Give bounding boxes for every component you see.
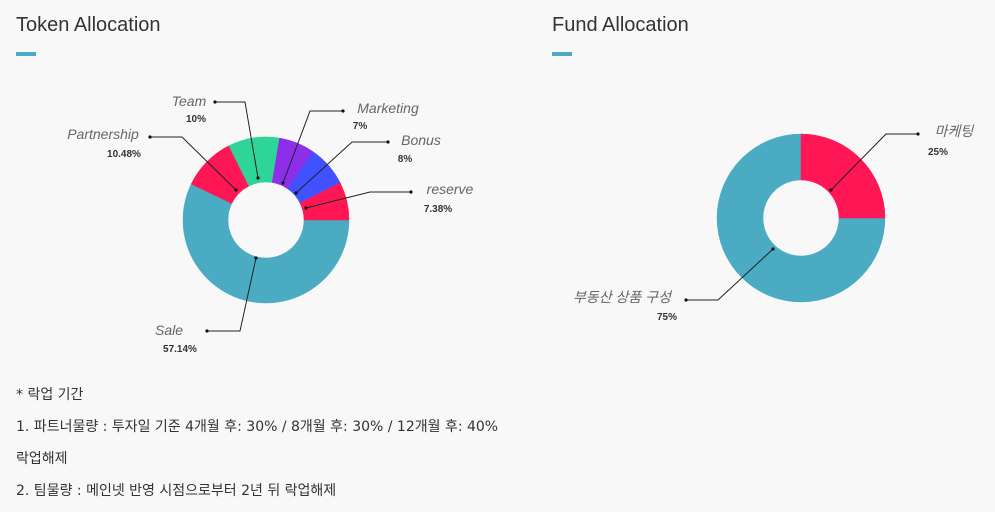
leader-line	[830, 133, 918, 191]
slice-value-label: 7.38%	[424, 204, 452, 215]
slice-value-label: 7%	[353, 121, 368, 132]
slice-value-label: 75%	[657, 312, 677, 323]
pie-slice-fund-1	[800, 133, 886, 219]
leader-dot	[829, 188, 833, 192]
fund-allocation-title: Fund Allocation	[552, 14, 689, 36]
slice-label: Bonus	[401, 132, 441, 148]
slice-label: Partnership	[67, 126, 139, 142]
leader-dot	[341, 109, 345, 113]
leader-line	[282, 110, 343, 184]
leader-dot	[304, 206, 308, 210]
token-allocation-title: Token Allocation	[16, 14, 161, 36]
leader-dot	[294, 191, 298, 195]
note-line: * 락업 기간	[16, 387, 84, 403]
slice-value-label: 10%	[186, 114, 206, 125]
charts-canvas: Sale 57.14% Partnership 10.48% Team 10% Market…	[67, 93, 975, 355]
slice-label: 부동산 상품 구성	[573, 289, 673, 305]
pie-slice-reserve	[299, 182, 350, 221]
leader-line	[686, 248, 774, 301]
leader-dot	[213, 100, 217, 104]
note-line: 2. 팀물량 : 메인넷 반영 시점으로부터 2년 뒤 락업해제	[16, 483, 337, 499]
leader-line	[305, 191, 411, 209]
leader-line	[295, 141, 388, 194]
leader-dot	[148, 135, 152, 139]
note-line: 락업해제	[16, 451, 68, 467]
leader-dot	[684, 298, 688, 302]
leader-dot	[386, 140, 390, 144]
leader-dot	[205, 329, 209, 333]
slice-label: Team	[172, 93, 207, 109]
slice-value-label: 10.48%	[107, 149, 141, 160]
slice-label: Marketing	[357, 100, 419, 116]
note-line: 1. 파트너물량 : 투자일 기준 4개월 후: 30% / 8개월 후: 30…	[16, 419, 499, 435]
slice-label: reserve	[427, 181, 474, 197]
leader-dot	[771, 247, 775, 251]
leader-line	[207, 257, 257, 332]
pie-slice-fund-0	[716, 133, 886, 303]
slice-value-label: 57.14%	[163, 344, 197, 355]
title-underline	[552, 52, 572, 56]
leader-dot	[281, 181, 285, 185]
leader-dot	[254, 256, 258, 260]
leader-dot	[256, 176, 260, 180]
slice-label: Sale	[155, 322, 183, 338]
title-underline	[16, 52, 36, 56]
leader-line	[215, 101, 259, 179]
leader-line	[150, 136, 237, 191]
leader-dot	[409, 190, 413, 194]
lockup-notes: * 락업 기간 1. 파트너물량 : 투자일 기준 4개월 후: 30% / 8…	[16, 384, 498, 512]
slice-value-label: 8%	[398, 154, 413, 165]
slice-value-label: 25%	[928, 147, 948, 158]
slice-label: 마케팅	[935, 123, 975, 139]
leader-dot	[234, 188, 238, 192]
leader-dot	[916, 132, 920, 136]
